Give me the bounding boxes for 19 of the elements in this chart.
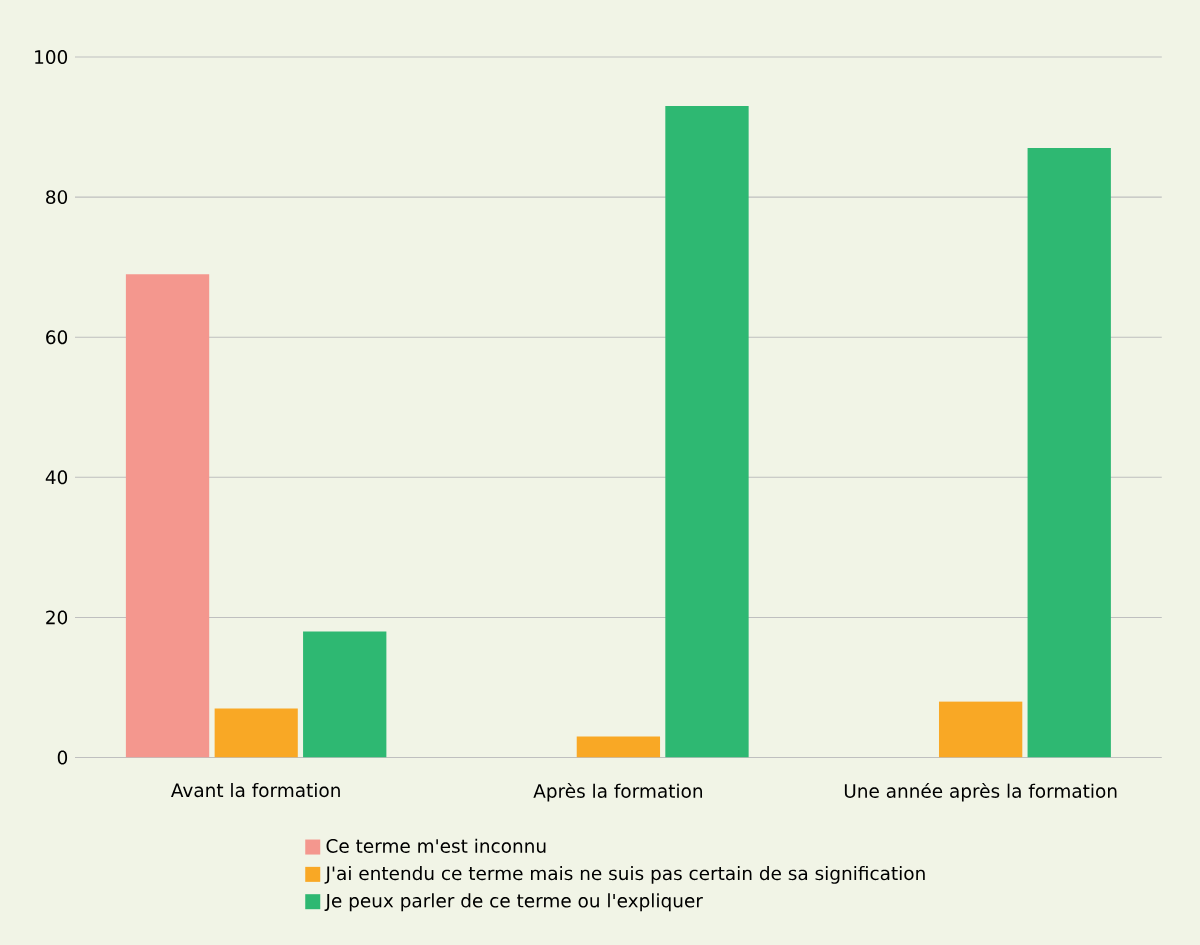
- bar: [125, 274, 210, 758]
- y-tick-label: 40: [45, 470, 68, 485]
- legend-label: Ce terme m'est inconnu: [326, 838, 546, 853]
- bar: [303, 631, 387, 758]
- bar: [214, 708, 298, 758]
- legend-label: J'ai entendu ce terme mais ne suis pas certain de sa signification: [324, 865, 925, 884]
- y-tick-label: 0: [57, 750, 68, 765]
- bar: [938, 701, 1023, 758]
- x-tick-label: Une année après la formation: [844, 782, 1117, 802]
- y-tick-label: 20: [46, 610, 68, 625]
- x-tick-label: Après la formation: [533, 782, 702, 802]
- x-tick-label: Avant la formation: [170, 782, 340, 798]
- bar: [665, 106, 749, 758]
- bar: [1027, 148, 1111, 758]
- y-tick-label: 80: [46, 190, 68, 205]
- y-tick-label: 60: [46, 330, 68, 345]
- bar: [576, 736, 661, 758]
- legend-label: Je peux parler de ce terme ou l'expliquer: [324, 893, 703, 912]
- y-tick-label: 100: [35, 50, 68, 64]
